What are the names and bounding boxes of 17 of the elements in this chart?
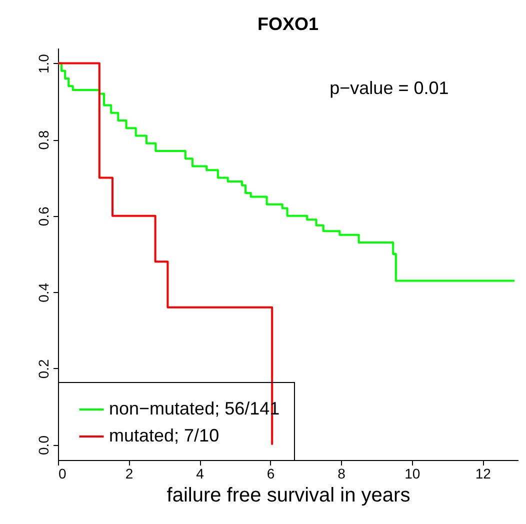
- x-tick-label: 8: [338, 466, 346, 482]
- y-tick-label: 0.0: [36, 435, 52, 455]
- y-tick-label: 1.0: [36, 54, 52, 74]
- x-axis-title: failure free survival in years: [166, 484, 410, 506]
- annotation: p−value = 0.01: [330, 78, 449, 98]
- x-tick-label: 0: [58, 466, 66, 482]
- x-tick-label: 2: [125, 466, 134, 482]
- y-tick-label: 0.8: [36, 130, 52, 150]
- y-tick-label: 0.4: [36, 282, 52, 302]
- chart-title: FOXO1: [257, 14, 319, 34]
- y-tick-label: 0.6: [36, 206, 52, 226]
- x-tick-label: 10: [404, 466, 420, 482]
- legend-label: mutated; 7/10: [109, 426, 220, 446]
- x-tick-label: 12: [475, 466, 492, 482]
- x-tick-label: 4: [196, 466, 204, 482]
- x-tick-label: 6: [266, 466, 275, 482]
- y-tick-label: 0.2: [36, 359, 52, 379]
